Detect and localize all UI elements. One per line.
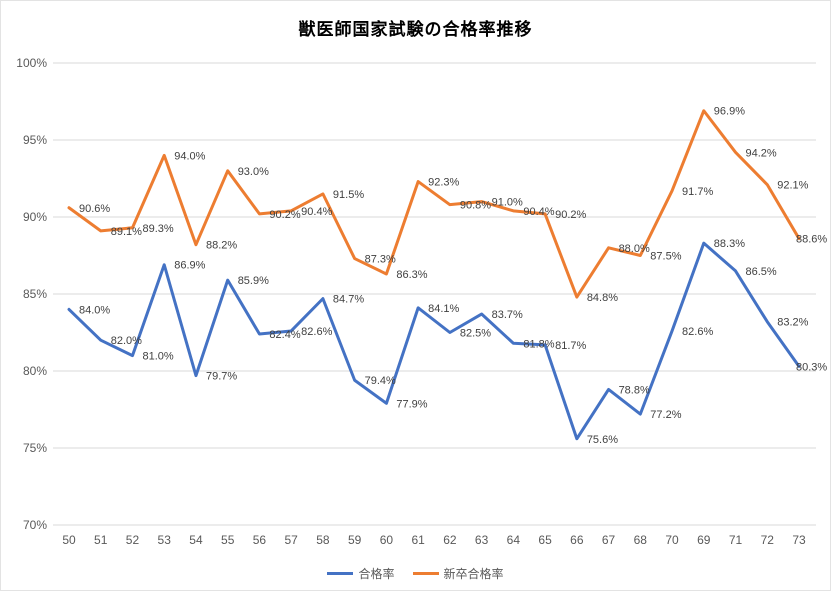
data-label: 94.0%: [174, 150, 205, 162]
x-axis-tick-label: 54: [189, 533, 203, 547]
data-label: 91.5%: [333, 189, 364, 201]
chart-legend: 合格率 新卒合格率: [1, 565, 830, 582]
data-label: 86.9%: [174, 260, 205, 272]
legend-line-swatch: [412, 572, 439, 575]
data-label: 87.5%: [650, 251, 681, 263]
data-label: 90.2%: [555, 209, 586, 221]
data-label: 81.0%: [142, 351, 173, 363]
x-axis-tick-label: 64: [507, 533, 521, 547]
data-label: 87.3%: [365, 254, 396, 266]
data-label: 83.2%: [777, 317, 808, 329]
series-line-1: [67, 109, 801, 299]
x-axis-tick-label: 60: [380, 533, 394, 547]
data-label: 86.3%: [396, 269, 427, 281]
data-label: 82.0%: [111, 335, 142, 347]
x-axis-tick-label: 53: [158, 533, 172, 547]
data-label: 88.2%: [206, 240, 237, 252]
data-label: 80.3%: [796, 361, 827, 373]
legend-label: 合格率: [358, 567, 395, 581]
x-axis-tick-label: 65: [538, 533, 552, 547]
data-label: 89.3%: [142, 223, 173, 235]
x-axis-tick-label: 50: [62, 533, 76, 547]
y-axis-tick-label: 100%: [16, 56, 47, 70]
data-label: 91.7%: [682, 186, 713, 198]
data-label: 84.0%: [79, 304, 110, 316]
chart-title: 獣医師国家試験の合格率推移: [298, 20, 533, 39]
x-axis-tick-label: 71: [729, 533, 743, 547]
legend-label: 新卒合格率: [443, 567, 504, 581]
legend-item-1: 新卒合格率: [412, 565, 504, 582]
x-axis-tick-label: 70: [665, 533, 679, 547]
data-label: 90.6%: [79, 203, 110, 215]
x-axis-tick-label: 58: [316, 533, 330, 547]
data-label: 77.9%: [396, 398, 427, 410]
legend-line-swatch: [327, 572, 354, 575]
data-label: 77.2%: [650, 409, 681, 421]
x-axis-tick-label: 72: [761, 533, 775, 547]
data-label: 90.4%: [523, 206, 554, 218]
x-axis-tick-label: 73: [792, 533, 806, 547]
x-axis-tick-label: 61: [411, 533, 425, 547]
data-label: 82.6%: [301, 326, 332, 338]
data-label: 81.7%: [555, 340, 586, 352]
data-label: 90.2%: [269, 209, 300, 221]
data-label: 79.7%: [206, 371, 237, 383]
y-axis-tick-label: 95%: [23, 133, 47, 147]
data-label: 90.8%: [460, 200, 491, 212]
x-axis-tick-label: 55: [221, 533, 235, 547]
data-label: 88.6%: [796, 234, 827, 246]
x-axis-tick-label: 68: [634, 533, 648, 547]
data-label: 78.8%: [619, 384, 650, 396]
data-label: 85.9%: [238, 275, 269, 287]
y-axis-tick-label: 75%: [23, 441, 47, 455]
x-axis-tick-label: 62: [443, 533, 457, 547]
data-label: 89.1%: [111, 226, 142, 238]
y-axis-tick-label: 80%: [23, 364, 47, 378]
legend-item-0: 合格率: [327, 565, 395, 582]
data-label: 83.7%: [492, 309, 523, 321]
data-label: 84.7%: [333, 294, 364, 306]
data-label: 86.5%: [746, 266, 777, 278]
data-label: 88.3%: [714, 238, 745, 250]
x-axis-tick-label: 51: [94, 533, 108, 547]
x-axis-tick-label: 63: [475, 533, 489, 547]
x-axis-tick-label: 56: [253, 533, 267, 547]
data-label: 92.3%: [428, 177, 459, 189]
series-line-0: [67, 241, 801, 441]
y-axis-tick-label: 90%: [23, 210, 47, 224]
data-label: 82.6%: [682, 326, 713, 338]
data-label: 91.0%: [492, 197, 523, 209]
data-label: 82.5%: [460, 328, 491, 340]
data-label: 88.0%: [619, 243, 650, 255]
x-axis-tick-label: 67: [602, 533, 616, 547]
y-axis-tick-label: 85%: [23, 287, 47, 301]
data-label: 75.6%: [587, 434, 618, 446]
x-axis-tick-label: 52: [126, 533, 140, 547]
data-label: 92.1%: [777, 180, 808, 192]
y-axis-tick-label: 70%: [23, 518, 47, 532]
data-label: 94.2%: [746, 147, 777, 159]
x-axis-tick-label: 69: [697, 533, 711, 547]
x-axis-tick-label: 59: [348, 533, 362, 547]
data-label: 84.1%: [428, 303, 459, 315]
x-axis-tick-label: 57: [284, 533, 298, 547]
data-label: 84.8%: [587, 292, 618, 304]
data-label: 93.0%: [238, 166, 269, 178]
data-label: 90.4%: [301, 206, 332, 218]
x-axis-tick-label: 66: [570, 533, 584, 547]
data-label: 79.4%: [365, 375, 396, 387]
data-label: 96.9%: [714, 106, 745, 118]
data-label: 82.4%: [269, 329, 300, 341]
data-label: 81.8%: [523, 338, 554, 350]
